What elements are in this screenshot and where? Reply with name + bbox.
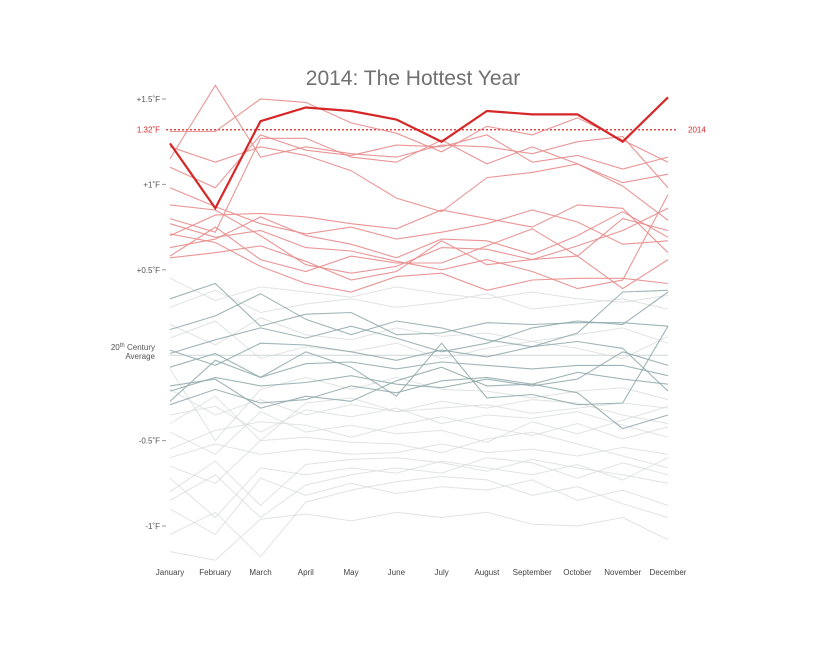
highlight-series-label: 2014 xyxy=(688,126,706,135)
cool-series-group xyxy=(169,282,669,430)
x-tick-label-6: July xyxy=(435,568,449,577)
warm-series-line-2 xyxy=(169,134,669,189)
y-tick-label-4: -1˚F xyxy=(145,522,160,531)
warm-series-line-5 xyxy=(169,187,669,245)
x-tick-label-1: February xyxy=(199,568,231,577)
cool-series-line-6 xyxy=(169,366,669,430)
cool-series-line-2 xyxy=(169,291,669,355)
warm-series-line-10 xyxy=(169,207,669,281)
faint-series-line-16 xyxy=(169,457,669,519)
chart-title: 2014: The Hottest Year xyxy=(306,67,520,90)
faint-series-line-5 xyxy=(169,405,669,455)
cool-series-line-3 xyxy=(169,352,669,378)
faint-series-line-14 xyxy=(169,317,669,346)
cool-series-line-0 xyxy=(169,282,669,336)
warm-series-line-11 xyxy=(169,233,669,293)
cool-series-line-8 xyxy=(169,340,669,392)
warm-series-line-4 xyxy=(169,137,669,233)
warm-series-line-6 xyxy=(169,204,669,254)
faint-series-line-9 xyxy=(169,443,669,459)
faint-series-line-1 xyxy=(169,416,669,450)
x-tick-label-9: October xyxy=(563,568,592,577)
warm-series-line-8 xyxy=(169,211,669,259)
y-tick-label-1: +1˚F xyxy=(143,180,160,189)
baseline-label-line2: Average xyxy=(125,352,155,361)
x-tick-label-11: December xyxy=(650,568,687,577)
warm-series-line-0 xyxy=(169,84,669,189)
baseline-label-line1: 20th Century xyxy=(111,343,155,352)
faint-series-line-2 xyxy=(169,431,669,484)
y-tick-label-3: -0.5˚F xyxy=(139,437,160,446)
faint-series-line-17 xyxy=(169,320,669,360)
faint-series-line-0 xyxy=(169,405,669,438)
faint-series-line-3 xyxy=(169,457,669,507)
warm-series-line-12 xyxy=(169,194,669,290)
faint-series-line-15 xyxy=(169,368,669,442)
y-tick-label-0: +1.5˚F xyxy=(137,95,160,104)
faint-series-line-11 xyxy=(169,289,669,314)
y-axis: +1.5˚F +1˚F +0.5˚F -0.5˚F -1˚F xyxy=(137,95,166,531)
faint-series-line-7 xyxy=(169,477,669,536)
highlight-series-line xyxy=(169,96,669,211)
warm-series-line-3 xyxy=(169,146,669,213)
reference-line-label: 1.32˚F xyxy=(137,126,160,135)
faint-series-line-10 xyxy=(169,277,669,303)
cool-series-line-7 xyxy=(169,325,669,406)
x-axis: January February March April May June July Augu… xyxy=(156,568,687,577)
faint-series-group xyxy=(169,277,669,561)
x-tick-label-7: August xyxy=(474,568,500,577)
cool-series-line-4 xyxy=(169,351,669,392)
x-tick-label-3: April xyxy=(298,568,314,577)
warm-series-group xyxy=(169,84,669,293)
x-tick-label-4: May xyxy=(344,568,359,577)
x-tick-label-0: January xyxy=(156,568,184,577)
x-tick-label-5: June xyxy=(388,568,406,577)
warm-series-line-1 xyxy=(170,98,669,163)
x-tick-label-8: September xyxy=(513,568,552,577)
faint-series-line-8 xyxy=(169,457,669,519)
highlight-series-group xyxy=(169,96,669,211)
reference-line-group: 1.32˚F 2014 xyxy=(137,126,706,135)
faint-series-line-6 xyxy=(169,388,669,416)
cool-series-line-1 xyxy=(169,289,669,348)
x-tick-label-2: March xyxy=(249,568,271,577)
y-tick-label-2: +0.5˚F xyxy=(137,266,160,275)
cool-series-line-5 xyxy=(169,371,669,406)
faint-series-line-4 xyxy=(169,475,669,558)
faint-series-line-13 xyxy=(169,395,669,442)
x-tick-label-10: November xyxy=(604,568,641,577)
faint-series-line-12 xyxy=(169,511,669,561)
warm-series-line-7 xyxy=(169,226,669,290)
